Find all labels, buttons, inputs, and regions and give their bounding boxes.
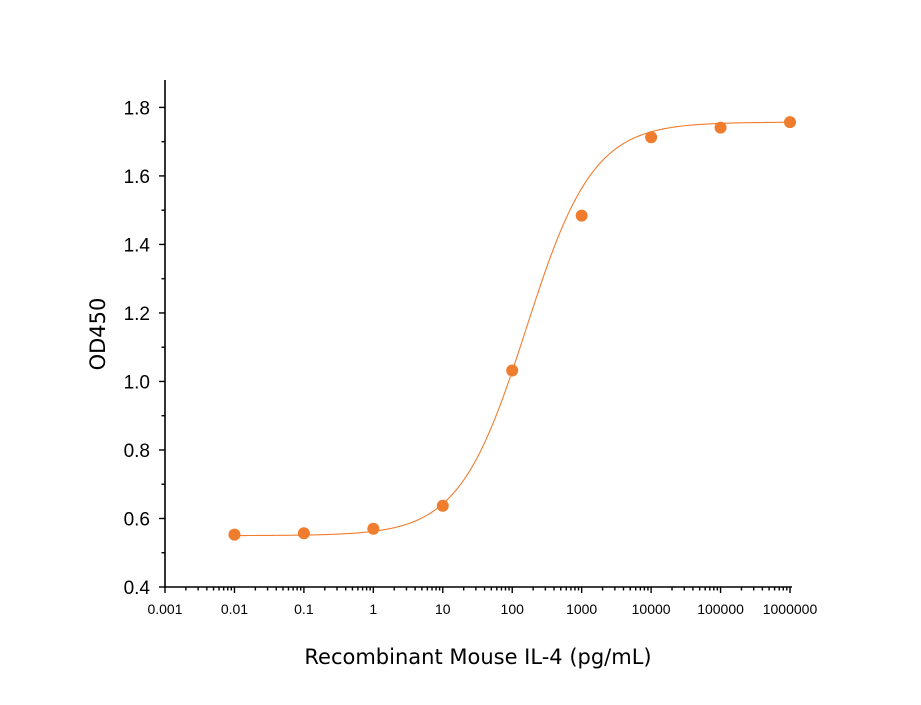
- x-tick-label: 100000: [697, 601, 744, 617]
- data-point: [506, 364, 519, 377]
- x-ticks: 0.001 0.01 0.1 1 10 100 1000 10000 100000 1000000: [147, 587, 817, 617]
- data-points: [228, 116, 796, 541]
- y-tick-label: 0.8: [124, 441, 150, 462]
- y-ticks: 0.4 0.6 0.8 1.0 1.2 1.4 1.6 1.8: [124, 98, 165, 599]
- x-tick-label: 1000: [566, 601, 597, 617]
- y-tick-label: 0.6: [124, 509, 150, 530]
- x-tick-label: 10000: [632, 601, 671, 617]
- x-tick-label: 0.1: [294, 601, 314, 617]
- data-point: [784, 116, 796, 129]
- data-point: [367, 522, 380, 535]
- x-tick-label: 100: [501, 601, 525, 617]
- y-tick-label: 1.0: [124, 372, 150, 393]
- data-point: [575, 209, 588, 222]
- x-axis-title: Recombinant Mouse IL-4 (pg/mL): [304, 645, 651, 669]
- y-tick-label: 1.6: [124, 167, 150, 188]
- x-tick-label: 0.01: [221, 601, 248, 617]
- y-tick-label: 1.2: [124, 304, 150, 325]
- data-point: [714, 121, 727, 134]
- x-tick-label: 1000000: [763, 601, 818, 617]
- y-tick-label: 1.8: [124, 98, 150, 119]
- data-point: [436, 499, 449, 512]
- y-tick-label: 1.4: [124, 235, 151, 256]
- x-tick-label: 0.001: [147, 601, 182, 617]
- x-tick-label: 1: [369, 601, 377, 617]
- fitted-curve: [234, 121, 791, 537]
- data-point: [645, 131, 658, 144]
- x-tick-label: 10: [435, 601, 451, 617]
- x-axis: 0.001 0.01 0.1 1 10 100 1000 10000 100000 1000000: [147, 586, 817, 617]
- data-point: [297, 527, 310, 540]
- y-axis: 0.4 0.6 0.8 1.0 1.2 1.4 1.6 1.8: [124, 80, 166, 599]
- y-axis-title: OD450: [86, 298, 110, 371]
- data-point: [228, 528, 241, 541]
- y-tick-label: 0.4: [124, 578, 151, 599]
